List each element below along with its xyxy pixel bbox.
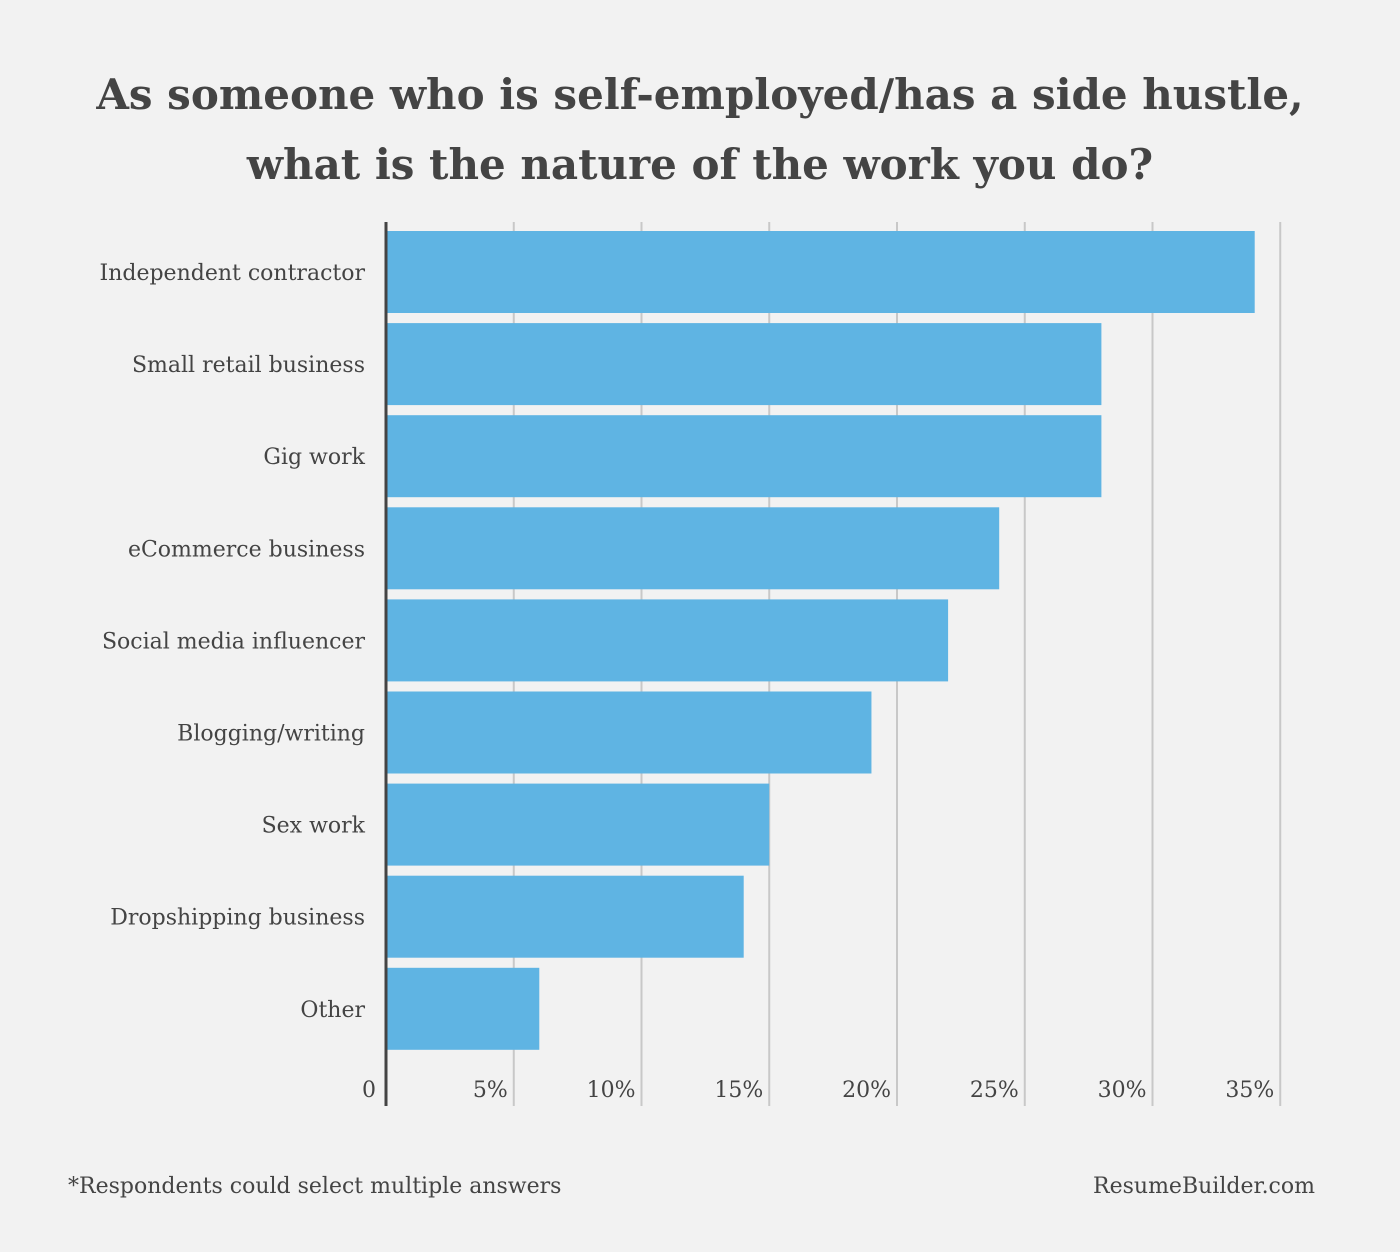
- bar: [386, 783, 770, 866]
- x-tick-label: 5%: [473, 1078, 508, 1103]
- x-tick-label: 25%: [970, 1078, 1019, 1103]
- category-label: eCommerce business: [128, 537, 365, 562]
- bar: [386, 415, 1102, 498]
- bar: [386, 691, 872, 774]
- bar: [386, 599, 949, 682]
- category-label: Blogging/writing: [177, 722, 365, 747]
- bar: [386, 875, 744, 958]
- footnote: *Respondents could select multiple answe…: [68, 1174, 562, 1199]
- x-tick-label: 30%: [1098, 1078, 1147, 1103]
- category-label: Other: [300, 998, 365, 1023]
- category-label: Sex work: [262, 814, 366, 839]
- x-tick-label: 35%: [1225, 1078, 1274, 1103]
- x-tick-label: 15%: [714, 1078, 763, 1103]
- bar: [386, 323, 1102, 406]
- category-label: Small retail business: [132, 353, 365, 378]
- chart-title: As someone who is self-employed/has a si…: [0, 60, 1400, 200]
- category-label: Social media influencer: [102, 629, 366, 654]
- x-tick-label: 10%: [587, 1078, 636, 1103]
- x-tick-label: 20%: [842, 1078, 891, 1103]
- bar: [386, 507, 1000, 590]
- source-label: ResumeBuilder.com: [1093, 1174, 1315, 1199]
- bar: [386, 231, 1255, 313]
- x-tick-label: 0: [362, 1078, 376, 1103]
- category-label: Dropshipping business: [110, 906, 365, 931]
- chart-title-line-1: As someone who is self-employed/has a si…: [96, 70, 1304, 119]
- category-label: Independent contractor: [100, 261, 366, 286]
- category-label: Gig work: [263, 445, 365, 470]
- bar: [386, 967, 540, 1050]
- chart-title-line-2: what is the nature of the work you do?: [246, 140, 1154, 189]
